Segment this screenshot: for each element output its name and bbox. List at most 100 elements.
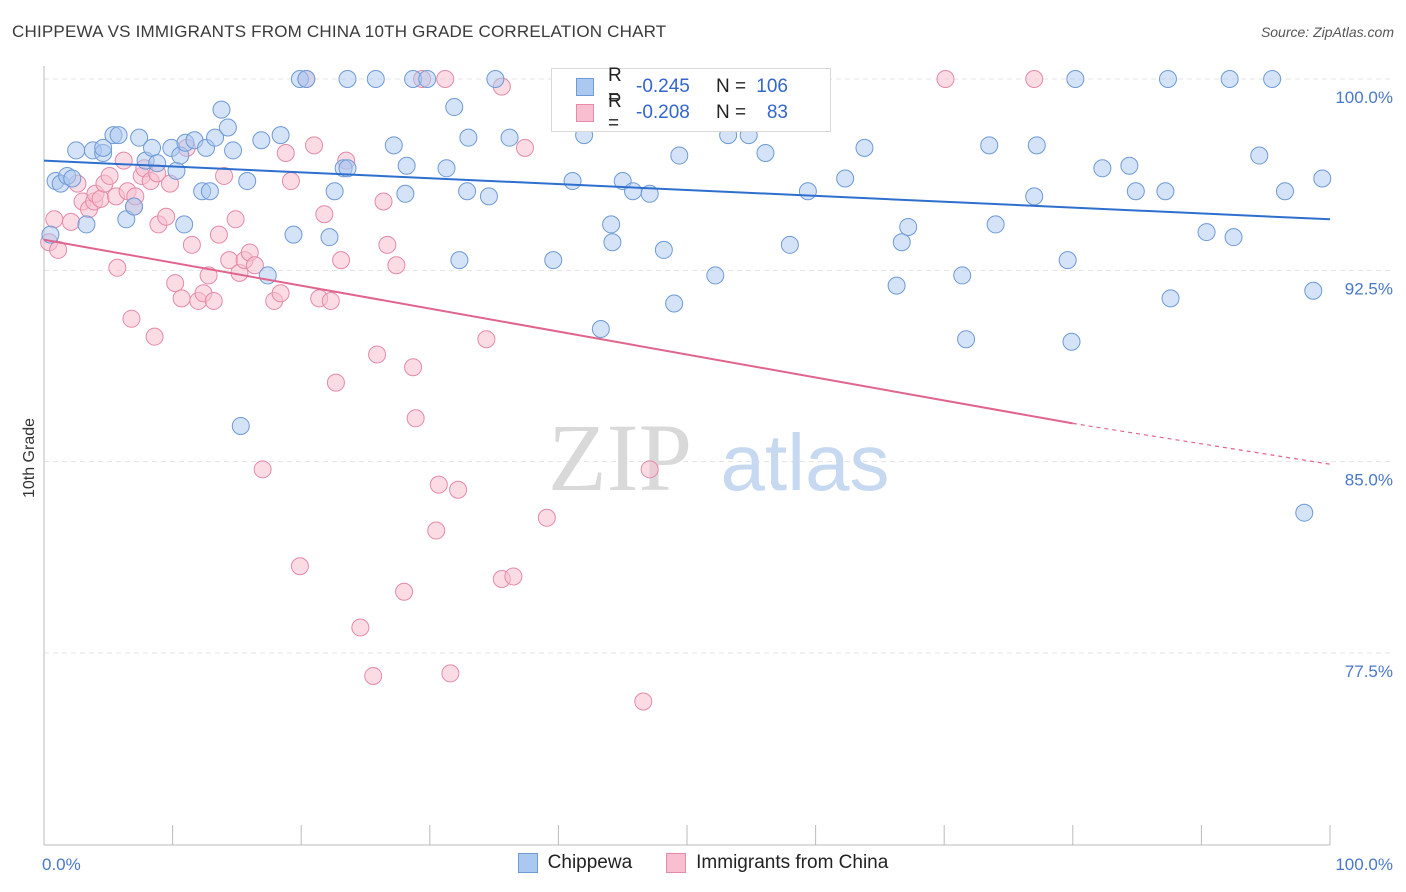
china-point <box>290 557 309 576</box>
china-trend-line <box>43 238 1073 425</box>
chippewa-point <box>67 141 86 160</box>
china-point <box>936 70 955 88</box>
chippewa-point <box>1304 281 1323 300</box>
legend-swatch-chippewa <box>576 78 594 96</box>
chippewa-point <box>252 131 271 150</box>
china-point <box>253 460 272 479</box>
chippewa-point <box>780 235 799 254</box>
chippewa-point <box>591 320 610 339</box>
legend-row-chippewa: R = -0.245 N = 106 <box>552 65 788 108</box>
legend-row-china: R = -0.208 N = 83 <box>552 91 788 134</box>
chippewa-point <box>1058 251 1077 270</box>
china-point <box>215 166 234 185</box>
legend-swatch-chippewa <box>517 853 538 873</box>
chippewa-point <box>63 169 82 188</box>
china-point <box>427 521 446 540</box>
legend-item-chippewa[interactable]: Chippewa <box>517 852 633 874</box>
china-point <box>368 345 387 364</box>
chippewa-point <box>1313 169 1332 188</box>
chippewa-point <box>544 251 563 270</box>
legend-r-value: -0.245 <box>636 76 690 97</box>
china-point <box>441 664 460 683</box>
chippewa-point <box>459 128 478 147</box>
chippewa-point <box>500 128 519 147</box>
chippewa-point <box>200 182 219 201</box>
y-tick-label: 92.5% <box>1345 279 1393 298</box>
china-point <box>182 235 201 254</box>
china-point <box>172 289 191 308</box>
china-point <box>245 256 264 275</box>
watermark: ZIP atlas <box>548 404 889 511</box>
china-point <box>634 692 653 711</box>
chippewa-point <box>1161 289 1180 308</box>
china-point <box>91 189 110 208</box>
series-chippewa-points <box>41 70 1332 522</box>
china-point <box>305 136 324 155</box>
chippewa-point <box>623 182 642 201</box>
chippewa-point <box>1263 70 1282 88</box>
china-point <box>204 291 223 310</box>
china-point <box>209 225 228 244</box>
chippewa-point <box>670 146 689 165</box>
china-point <box>449 480 468 499</box>
china-point <box>404 358 423 377</box>
chippewa-point <box>665 294 684 313</box>
china-point <box>429 475 448 494</box>
chippewa-point <box>899 217 918 236</box>
chippewa-point <box>437 159 456 178</box>
chippewa-point <box>271 126 290 145</box>
chippewa-point <box>855 138 874 157</box>
chippewa-point <box>224 141 243 160</box>
legend-item-china[interactable]: Immigrants from China <box>666 852 888 874</box>
china-point <box>436 70 455 88</box>
y-axis-label: 10th Grade <box>21 418 38 498</box>
chippewa-point <box>953 266 972 285</box>
chippewa-point <box>396 184 415 203</box>
chippewa-point <box>986 215 1005 234</box>
china-point <box>166 274 185 293</box>
tick-labels: 77.5% 85.0% 92.5% 100.0% 0.0% 100.0% <box>42 88 1393 874</box>
china-trend-extension <box>1072 422 1331 465</box>
chippewa-point <box>706 266 725 285</box>
legend-r-label: R = <box>608 91 622 134</box>
chippewa-point <box>603 233 622 252</box>
china-point <box>199 266 218 285</box>
watermark-atlas: atlas <box>721 418 890 507</box>
x-tick-label: 0.0% <box>42 855 81 874</box>
china-point <box>226 210 245 229</box>
chippewa-point <box>1025 187 1044 206</box>
china-point <box>157 207 176 226</box>
china-point <box>100 166 119 185</box>
chippewa-point <box>892 233 911 252</box>
chippewa-point <box>1120 156 1139 175</box>
china-point <box>45 210 64 229</box>
chippewa-point <box>238 172 257 191</box>
chippewa-point <box>563 172 582 191</box>
chippewa-point <box>338 159 357 178</box>
series-legend: Chippewa Immigrants from China <box>0 852 1406 874</box>
chippewa-point <box>384 136 403 155</box>
chippewa-point <box>366 70 385 88</box>
chippewa-trend-line <box>43 159 1331 221</box>
trend-lines <box>43 159 1331 465</box>
chippewa-point <box>1156 182 1175 201</box>
legend-r-label: R = <box>608 65 622 108</box>
chippewa-point <box>1220 70 1239 88</box>
legend-label-chippewa: Chippewa <box>547 852 633 873</box>
chippewa-point <box>1093 159 1112 178</box>
y-tick-label: 77.5% <box>1345 662 1393 681</box>
legend-r-value: -0.208 <box>636 102 690 123</box>
chippewa-point <box>77 215 96 234</box>
chippewa-point <box>325 182 344 201</box>
china-point <box>321 291 340 310</box>
chippewa-point <box>297 70 316 88</box>
china-point <box>276 143 295 162</box>
chippewa-point <box>125 197 144 216</box>
chippewa-point <box>836 169 855 188</box>
china-point <box>122 309 141 328</box>
chippewa-point <box>338 70 357 88</box>
china-point <box>537 508 556 527</box>
china-point <box>332 251 351 270</box>
chippewa-point <box>231 416 250 435</box>
y-tick-label: 100.0% <box>1335 88 1393 107</box>
